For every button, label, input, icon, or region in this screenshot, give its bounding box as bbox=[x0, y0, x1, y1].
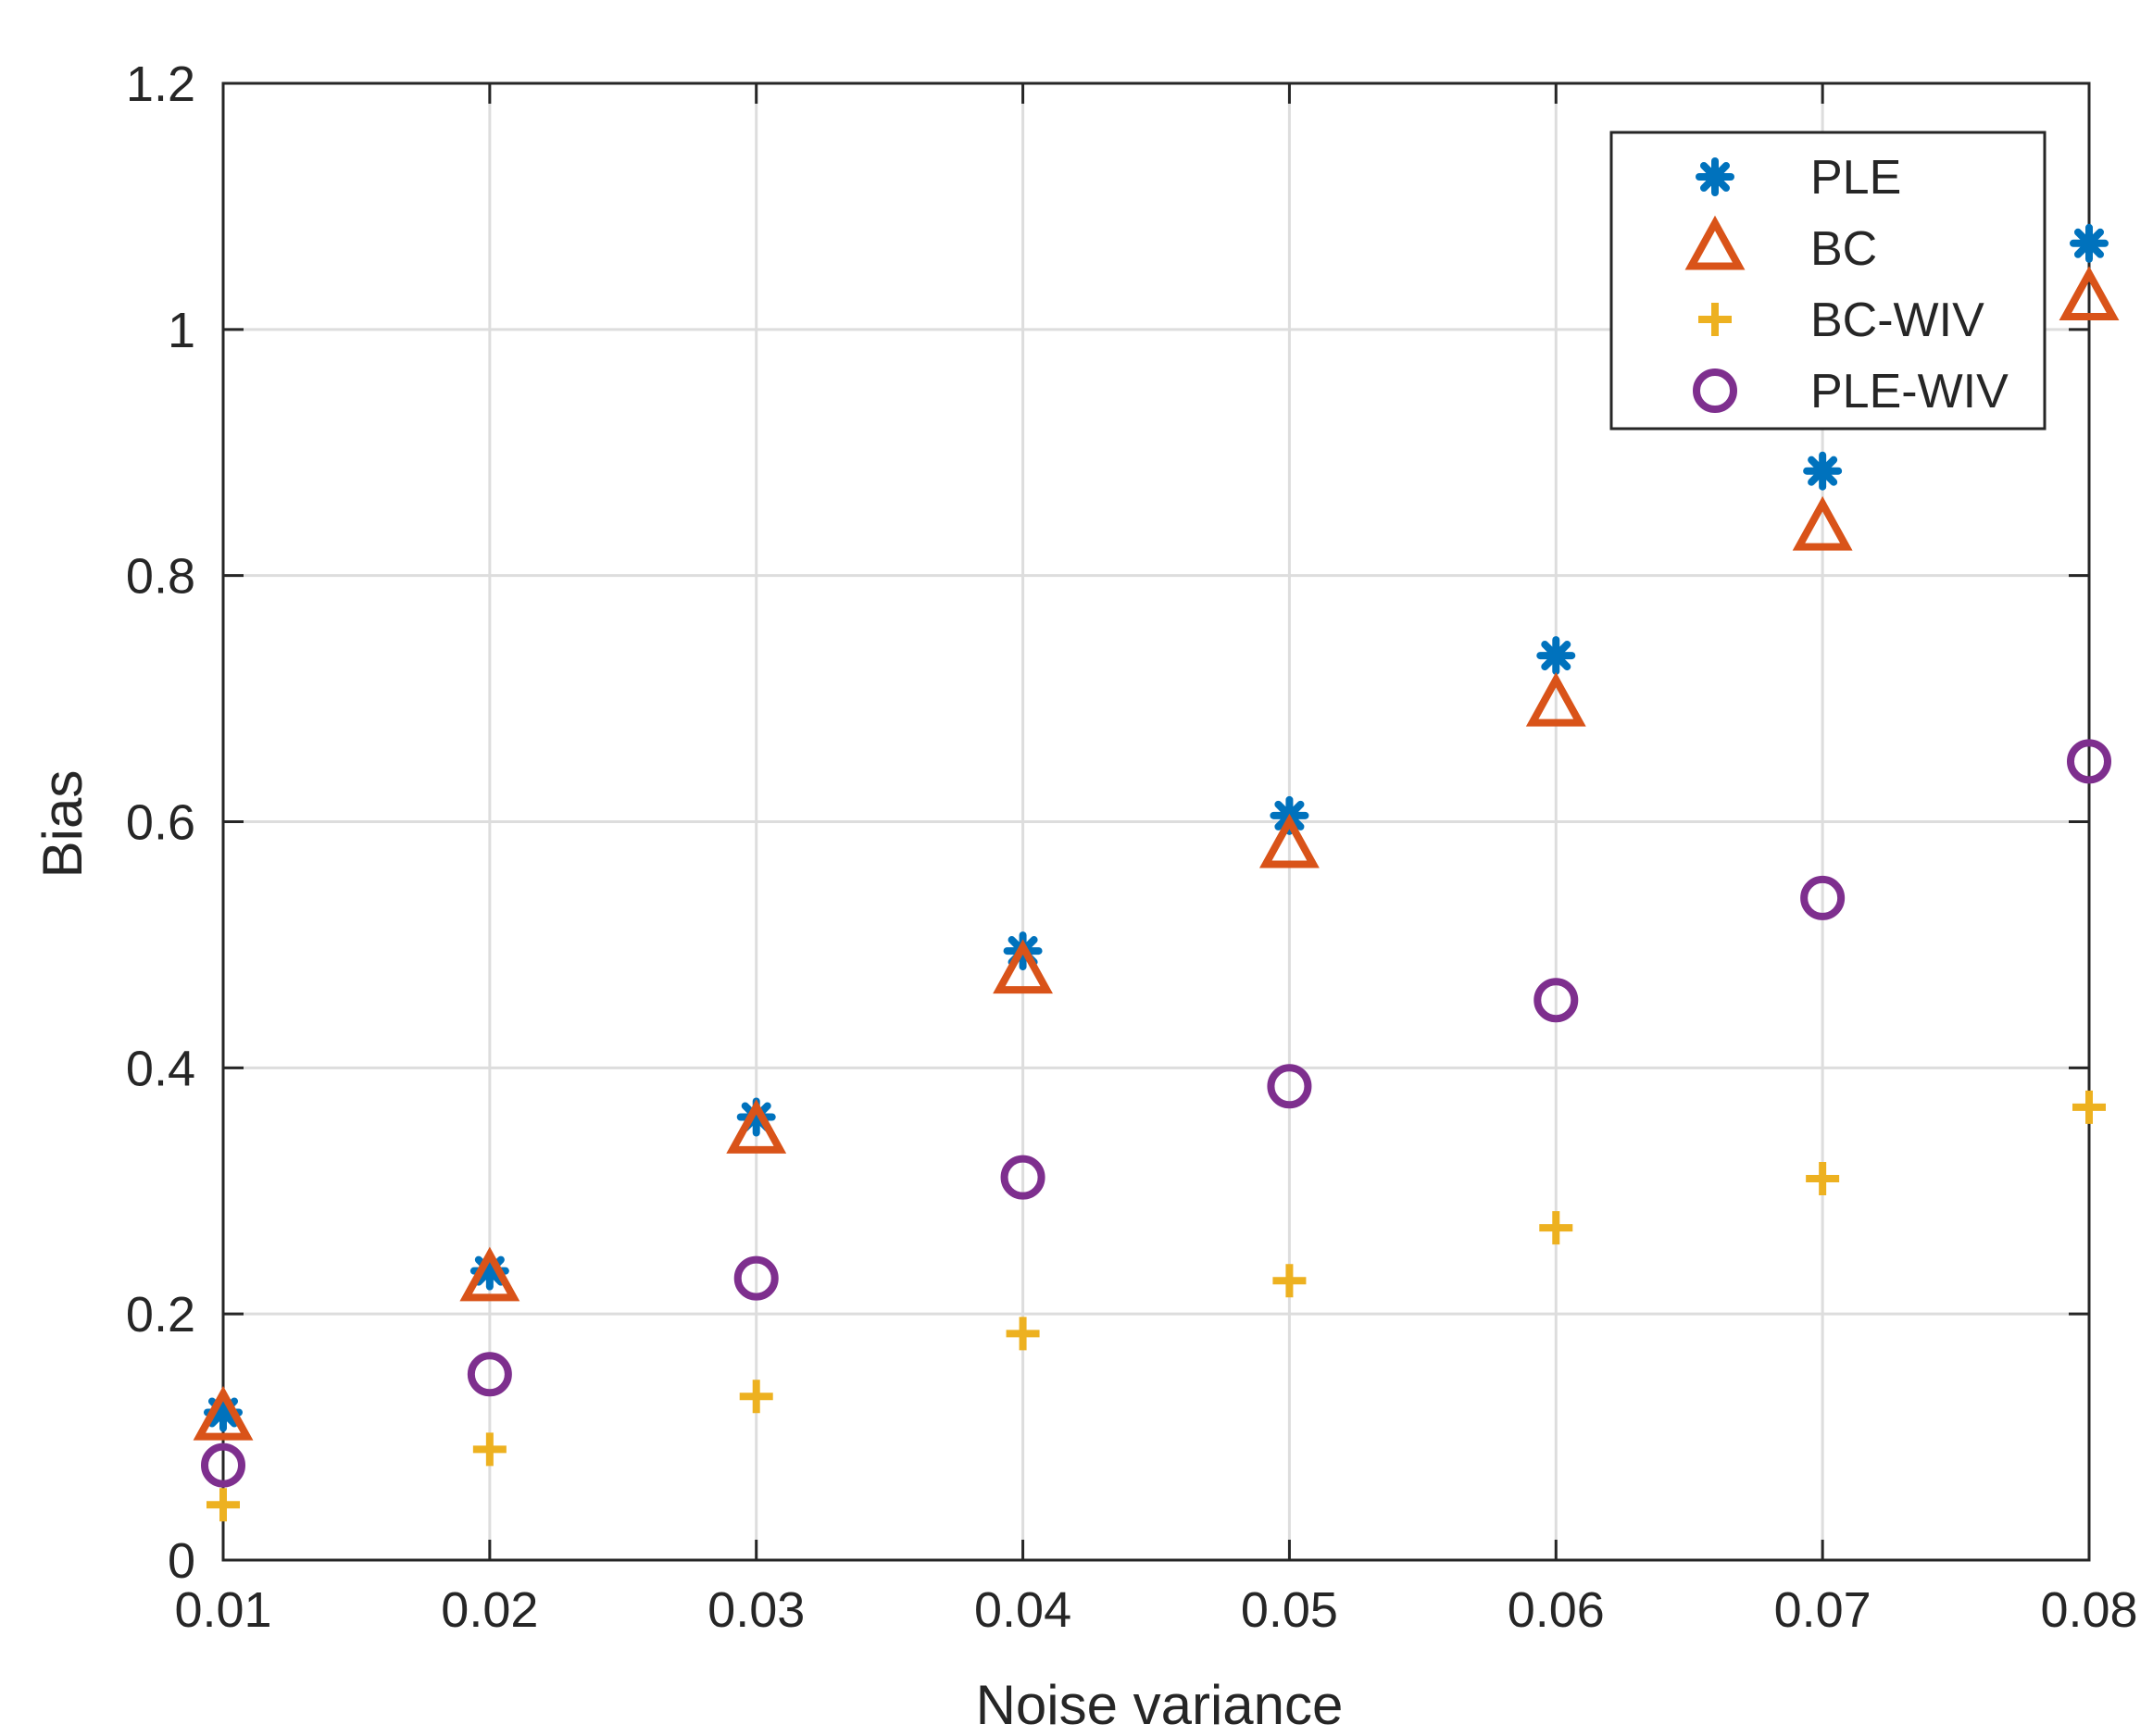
legend-box bbox=[1609, 131, 2047, 431]
x-tick-label: 0.01 bbox=[174, 1582, 271, 1638]
data-series bbox=[193, 223, 2120, 1522]
legend-marker bbox=[1693, 368, 1737, 413]
axes: 0.01 0.02 0.03 0.04 0.05 0.06 0.07 0.08 0 0.2 0.4 0… bbox=[126, 56, 2138, 1638]
x-axis-label: Noise variance bbox=[976, 1674, 1344, 1736]
x-tick-label: 0.06 bbox=[1508, 1582, 1605, 1638]
legend-marker bbox=[1696, 157, 1734, 196]
y-tick-label: 0.8 bbox=[126, 549, 195, 605]
series-bc-wiv bbox=[207, 1090, 2106, 1522]
y-tick-label: 0.6 bbox=[126, 795, 195, 851]
data-point bbox=[207, 1488, 240, 1522]
data-point bbox=[739, 1380, 773, 1414]
legend-label: PLE-WIV bbox=[1810, 365, 2009, 418]
y-axis-label: Bias bbox=[31, 770, 94, 879]
data-point bbox=[1525, 671, 1586, 727]
y-tick-label: 0.2 bbox=[126, 1287, 195, 1343]
series-bc bbox=[193, 266, 2120, 1441]
x-tick-label: 0.08 bbox=[2040, 1582, 2137, 1638]
legend-marker bbox=[1684, 215, 1746, 270]
data-point bbox=[1806, 1161, 1840, 1195]
data-point bbox=[1258, 813, 1320, 868]
data-point bbox=[1272, 1264, 1307, 1298]
data-point bbox=[993, 939, 1054, 994]
data-point bbox=[1792, 495, 1853, 551]
legend-label: BC bbox=[1810, 222, 1877, 276]
legend-label: BC-WIV bbox=[1810, 293, 1984, 347]
data-point bbox=[459, 1246, 520, 1302]
y-tick-label: 0.4 bbox=[126, 1041, 195, 1096]
data-point bbox=[1000, 1155, 1045, 1200]
data-point bbox=[467, 1352, 512, 1397]
y-tick-label: 1.2 bbox=[126, 56, 195, 112]
data-point bbox=[733, 1255, 779, 1301]
x-tick-label: 0.04 bbox=[974, 1582, 1071, 1638]
series-ple-wiv bbox=[201, 739, 2111, 1488]
data-point bbox=[2067, 739, 2111, 784]
y-tick-label: 0 bbox=[168, 1533, 195, 1589]
x-tick-label: 0.02 bbox=[441, 1582, 538, 1638]
data-point bbox=[201, 1443, 245, 1488]
data-point bbox=[472, 1432, 507, 1467]
data-point bbox=[1539, 1211, 1573, 1245]
data-point bbox=[2070, 223, 2109, 263]
x-tick-label: 0.03 bbox=[707, 1582, 805, 1638]
data-point bbox=[193, 1385, 254, 1441]
x-tick-label: 0.05 bbox=[1241, 1582, 1338, 1638]
data-point bbox=[1267, 1064, 1312, 1109]
data-point bbox=[2059, 266, 2120, 321]
legend: PLE BC BC-WIV PLE-WIV bbox=[1609, 131, 2047, 431]
legend-label: PLE bbox=[1810, 151, 1901, 205]
y-tick-label: 1 bbox=[168, 303, 195, 358]
data-point bbox=[1533, 978, 1579, 1023]
data-point bbox=[2072, 1090, 2106, 1124]
legend-marker bbox=[1698, 303, 1732, 336]
data-point bbox=[1006, 1317, 1040, 1351]
x-tick-label: 0.07 bbox=[1774, 1582, 1871, 1638]
data-point bbox=[1536, 636, 1576, 676]
data-point bbox=[1800, 875, 1846, 920]
data-point bbox=[1803, 451, 1843, 491]
data-point bbox=[726, 1099, 787, 1154]
